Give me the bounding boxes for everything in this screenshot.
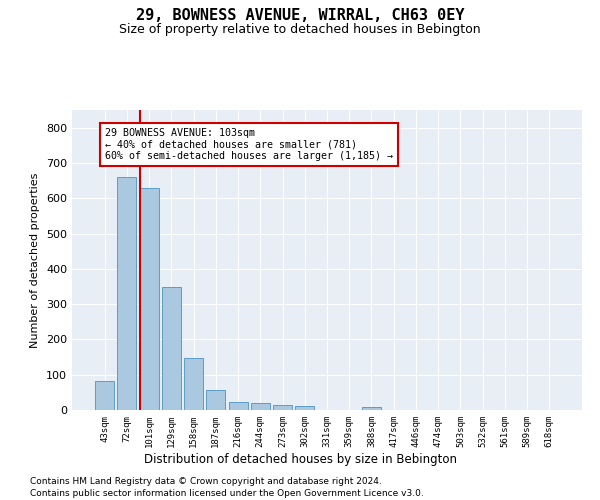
Text: 29 BOWNESS AVENUE: 103sqm
← 40% of detached houses are smaller (781)
60% of semi: 29 BOWNESS AVENUE: 103sqm ← 40% of detac…	[105, 128, 393, 161]
Bar	[251, 403, 270, 410]
Bar	[118, 177, 136, 410]
Text: Contains HM Land Registry data © Crown copyright and database right 2024.: Contains HM Land Registry data © Crown c…	[30, 478, 382, 486]
Bar	[229, 402, 248, 410]
Bar	[295, 406, 314, 410]
Text: Distribution of detached houses by size in Bebington: Distribution of detached houses by size …	[143, 452, 457, 466]
Text: 29, BOWNESS AVENUE, WIRRAL, CH63 0EY: 29, BOWNESS AVENUE, WIRRAL, CH63 0EY	[136, 8, 464, 22]
Bar	[184, 358, 203, 410]
Bar	[95, 380, 114, 410]
Bar	[362, 407, 381, 410]
Bar	[140, 188, 158, 410]
Text: Contains public sector information licensed under the Open Government Licence v3: Contains public sector information licen…	[30, 489, 424, 498]
Bar	[273, 404, 292, 410]
Bar	[206, 390, 225, 410]
Text: Size of property relative to detached houses in Bebington: Size of property relative to detached ho…	[119, 22, 481, 36]
Bar	[162, 287, 181, 410]
Y-axis label: Number of detached properties: Number of detached properties	[31, 172, 40, 348]
